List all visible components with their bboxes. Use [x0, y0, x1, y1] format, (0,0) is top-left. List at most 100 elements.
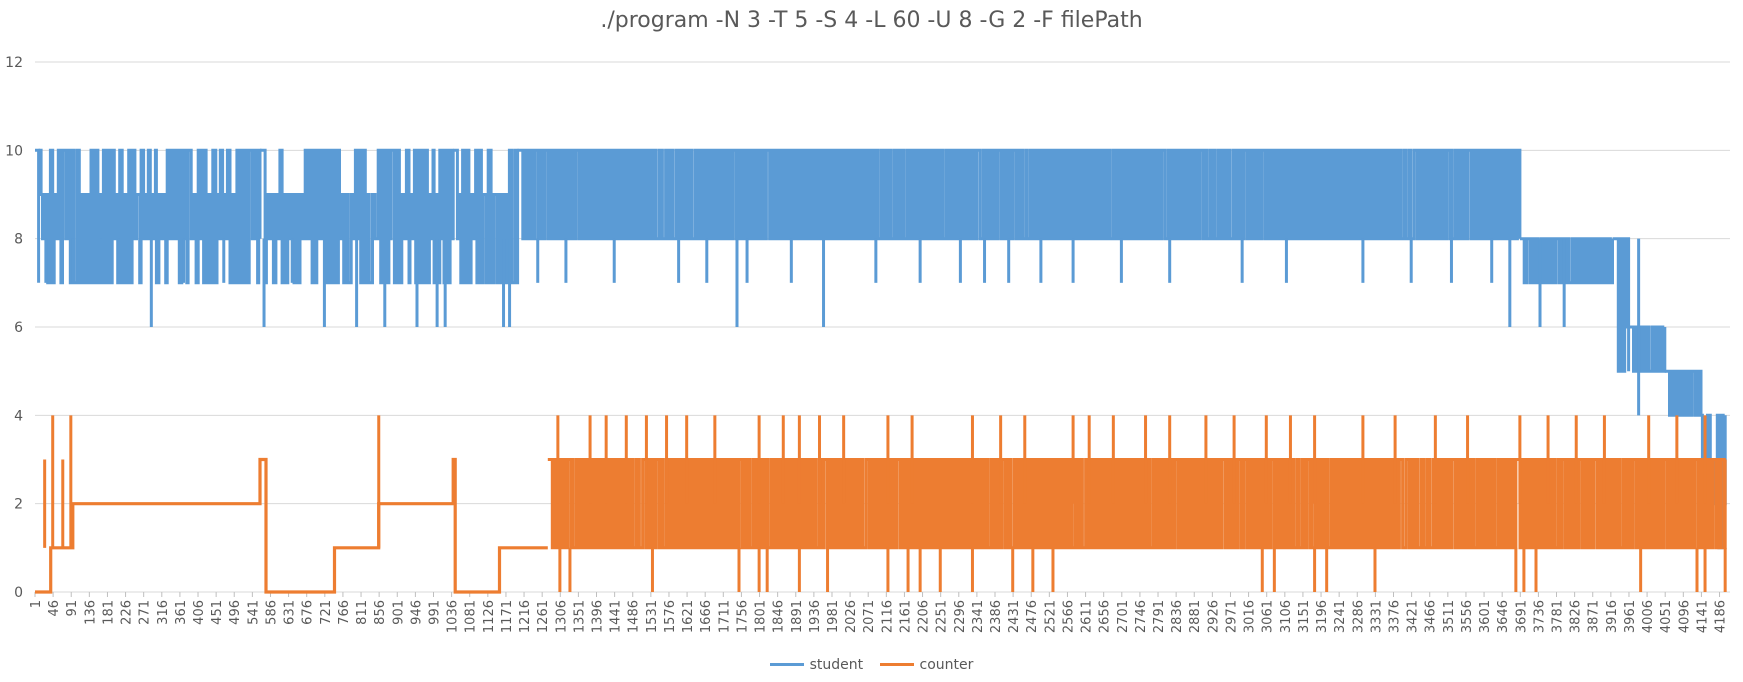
- counter-series-line: [1515, 458, 1727, 550]
- x-tick-label: 3511: [1442, 600, 1457, 633]
- y-tick-label: 4: [14, 408, 23, 424]
- x-tick-label: 1621: [681, 600, 696, 633]
- x-tick-label: 541: [246, 600, 261, 625]
- x-tick-label: 3241: [1333, 600, 1348, 633]
- x-tick-label: 3421: [1406, 600, 1421, 633]
- y-tick-label: 2: [14, 497, 23, 513]
- x-tick-label: 2386: [989, 600, 1004, 633]
- x-tick-label: 181: [101, 600, 116, 625]
- x-tick-label: 451: [210, 600, 225, 625]
- x-tick-label: 2161: [898, 600, 913, 633]
- legend-item-student: student: [769, 656, 864, 673]
- x-tick-label: 2971: [1224, 600, 1239, 633]
- x-tick-label: 1711: [717, 600, 732, 633]
- x-tick-label: 2476: [1025, 600, 1040, 633]
- x-tick-label: 3196: [1315, 600, 1330, 633]
- x-tick-label: 2116: [880, 600, 895, 633]
- x-tick-label: 4141: [1695, 600, 1710, 633]
- x-tick-label: 3916: [1605, 600, 1620, 633]
- x-tick-label: 2926: [1206, 600, 1221, 633]
- x-tick-label: 3556: [1460, 600, 1475, 633]
- x-tick-label: 2566: [1061, 600, 1076, 633]
- x-tick-label: 1936: [808, 600, 823, 633]
- x-tick-label: 496: [228, 600, 243, 625]
- x-tick-label: 2836: [1170, 600, 1185, 633]
- x-tick-label: 721: [319, 600, 334, 625]
- x-tick-label: 3286: [1351, 600, 1366, 633]
- x-tick-label: 4051: [1659, 600, 1674, 633]
- x-tick-label: 2521: [1043, 600, 1058, 633]
- x-tick-label: 766: [337, 600, 352, 625]
- student-series-line: [1612, 237, 1631, 373]
- x-tick-label: 1801: [754, 600, 769, 633]
- x-tick-label: 1981: [826, 600, 841, 633]
- x-tick-label: 3061: [1261, 600, 1276, 633]
- legend-swatch-counter: [879, 663, 914, 666]
- student-series-line: [517, 148, 1522, 241]
- x-tick-label: 3646: [1496, 600, 1511, 633]
- x-tick-label: 1531: [645, 600, 660, 633]
- x-tick-label: 631: [283, 600, 298, 625]
- x-tick-label: 2611: [1080, 600, 1095, 633]
- x-tick-label: 3601: [1478, 600, 1493, 633]
- student-series-line: [35, 148, 41, 283]
- y-tick-label: 0: [14, 585, 23, 601]
- x-tick-label: 1891: [790, 600, 805, 633]
- legend-item-counter: counter: [879, 656, 974, 673]
- x-tick-label: 991: [427, 600, 442, 625]
- x-tick-label: 901: [391, 600, 406, 625]
- legend-label-counter: counter: [919, 656, 974, 673]
- x-tick-label: 2791: [1152, 600, 1167, 633]
- x-tick-label: 2071: [862, 600, 877, 633]
- x-tick-label: 4006: [1641, 600, 1656, 633]
- legend: student counter: [0, 654, 1743, 673]
- y-tick-label: 8: [14, 232, 23, 248]
- x-tick-label: 91: [65, 600, 80, 617]
- legend-swatch-student: [769, 663, 804, 666]
- x-tick-label: 1486: [627, 600, 642, 633]
- x-tick-label: 361: [174, 600, 189, 625]
- chart-title: ./program -N 3 -T 5 -S 4 -L 60 -U 8 -G 2…: [600, 8, 1143, 33]
- x-tick-label: 1441: [609, 600, 624, 633]
- x-tick-label: 46: [47, 600, 62, 617]
- x-tick-label: 2341: [971, 600, 986, 633]
- x-tick-label: 3871: [1587, 600, 1602, 633]
- x-tick-label: 226: [120, 600, 135, 625]
- x-tick-label: 4186: [1714, 600, 1729, 633]
- x-tick-label: 946: [409, 600, 424, 625]
- x-tick-label: 811: [355, 600, 370, 625]
- x-tick-label: 586: [264, 600, 279, 625]
- y-tick-label: 6: [14, 320, 23, 336]
- x-tick-label: 3466: [1424, 600, 1439, 633]
- student-series-line: [260, 148, 455, 285]
- x-tick-label: 1: [29, 600, 44, 608]
- y-tick-label: 10: [5, 143, 23, 159]
- x-tick-label: 3736: [1532, 600, 1547, 633]
- x-tick-label: 2206: [917, 600, 932, 633]
- x-tick-label: 2701: [1116, 600, 1131, 633]
- legend-label-student: student: [809, 656, 864, 673]
- x-tick-label: 3331: [1369, 600, 1384, 633]
- x-tick-label: 3151: [1297, 600, 1312, 633]
- x-tick-label: 406: [192, 600, 207, 625]
- x-tick-label: 3106: [1279, 600, 1294, 633]
- student-series-line: [453, 148, 520, 285]
- x-tick-label: 3376: [1387, 600, 1402, 633]
- x-tick-label: 676: [301, 600, 316, 625]
- x-tick-label: 1126: [482, 600, 497, 633]
- x-tick-label: 316: [156, 600, 171, 625]
- x-tick-label: 271: [138, 600, 153, 625]
- x-tick-label: 1396: [591, 600, 606, 633]
- x-tick-label: 1081: [464, 600, 479, 633]
- counter-series-line: [547, 458, 1518, 550]
- x-tick-label: 136: [83, 600, 98, 625]
- x-tick-label: 4096: [1677, 600, 1692, 633]
- x-tick-label: 1036: [446, 600, 461, 633]
- x-tick-label: 1261: [536, 600, 551, 633]
- student-series-line: [1664, 369, 1703, 417]
- counter-series-line: [35, 457, 548, 594]
- x-tick-label: 3691: [1514, 600, 1529, 633]
- student-series-line: [1519, 237, 1614, 285]
- x-tick-label: 2656: [1098, 600, 1113, 633]
